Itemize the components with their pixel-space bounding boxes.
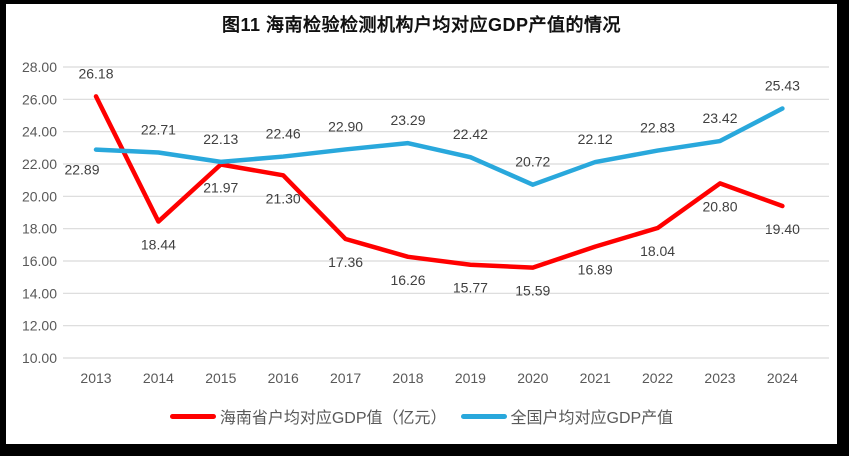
x-tick-label: 2019 — [455, 370, 486, 386]
data-label: 22.90 — [328, 118, 363, 134]
data-label: 23.42 — [702, 110, 737, 126]
data-label: 20.72 — [515, 154, 550, 170]
x-tick-label: 2022 — [642, 370, 673, 386]
data-label: 25.43 — [765, 78, 800, 94]
data-label: 17.36 — [328, 254, 363, 270]
y-tick-label: 16.00 — [22, 253, 57, 269]
data-label: 19.40 — [765, 221, 800, 237]
x-tick-label: 2013 — [80, 370, 111, 386]
data-label: 22.42 — [453, 126, 488, 142]
x-tick-label: 2020 — [517, 370, 548, 386]
legend-item-1: 全国户均对应GDP产值 — [460, 404, 674, 428]
data-label: 15.77 — [453, 280, 488, 296]
chart-legend: 海南省户均对应GDP值（亿元） 全国户均对应GDP产值 — [6, 404, 837, 428]
data-label: 22.89 — [64, 162, 99, 178]
data-label: 16.89 — [578, 262, 613, 278]
y-tick-label: 26.00 — [22, 91, 57, 107]
legend-swatch-0 — [169, 413, 216, 419]
legend-swatch-1 — [460, 413, 507, 419]
data-label: 21.97 — [203, 179, 238, 195]
y-tick-label: 20.00 — [22, 188, 57, 204]
chart-background — [6, 4, 837, 444]
legend-label-0: 海南省户均对应GDP值（亿元） — [219, 410, 447, 427]
y-tick-label: 24.00 — [22, 124, 57, 140]
x-tick-label: 2023 — [704, 370, 735, 386]
y-tick-label: 12.00 — [22, 318, 57, 334]
y-tick-label: 22.00 — [22, 156, 57, 172]
y-tick-label: 14.00 — [22, 285, 57, 301]
data-label: 18.44 — [141, 237, 176, 253]
legend-item-0: 海南省户均对应GDP值（亿元） — [169, 404, 447, 428]
data-label: 23.29 — [390, 112, 425, 128]
y-tick-label: 28.00 — [22, 59, 57, 75]
data-label: 22.12 — [578, 131, 613, 147]
data-label: 16.26 — [390, 272, 425, 288]
x-tick-label: 2021 — [580, 370, 611, 386]
x-tick-label: 2016 — [268, 370, 299, 386]
y-tick-label: 18.00 — [22, 221, 57, 237]
y-tick-label: 10.00 — [22, 350, 57, 366]
series-line-0 — [93, 94, 785, 270]
series-line-1 — [93, 106, 785, 187]
data-label: 20.80 — [702, 198, 737, 214]
x-tick-label: 2024 — [767, 370, 798, 386]
data-label: 22.13 — [203, 131, 238, 147]
data-label: 22.46 — [266, 126, 301, 142]
x-tick-label: 2018 — [392, 370, 423, 386]
data-label: 18.04 — [640, 243, 675, 259]
x-tick-label: 2015 — [205, 370, 236, 386]
chart-title: 图11 海南检验检测机构户均对应GDP产值的情况 — [221, 15, 622, 35]
data-label: 22.71 — [141, 122, 176, 138]
legend-label-1: 全国户均对应GDP产值 — [510, 410, 674, 427]
data-label: 26.18 — [78, 65, 113, 81]
x-tick-label: 2017 — [330, 370, 361, 386]
data-label: 22.83 — [640, 120, 675, 136]
data-label: 21.30 — [266, 190, 301, 206]
data-label: 15.59 — [515, 283, 550, 299]
x-tick-label: 2014 — [143, 370, 174, 386]
